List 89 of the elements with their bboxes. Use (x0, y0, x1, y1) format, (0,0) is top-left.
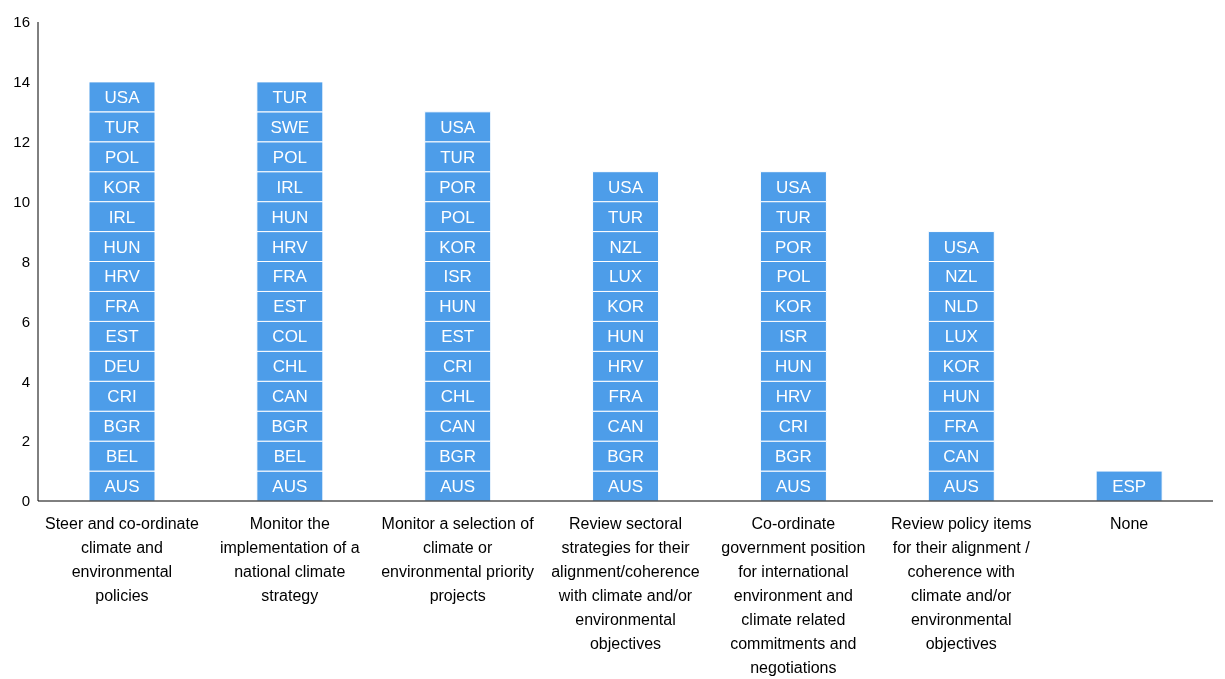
data-label: CRI (107, 387, 137, 407)
data-label: EST (273, 297, 307, 317)
y-tick-label: 4 (21, 372, 30, 390)
data-label: AUS (440, 477, 476, 497)
data-label: HRV (775, 387, 812, 407)
data-label: TUR (104, 117, 140, 137)
data-label: FRA (944, 417, 979, 437)
data-label: POL (272, 147, 307, 167)
data-label: EST (441, 327, 475, 347)
data-label: NZL (945, 267, 978, 287)
data-label: HRV (104, 267, 141, 287)
data-label: HUN (103, 237, 141, 257)
data-label: KOR (103, 177, 141, 197)
data-label: TUR (440, 147, 476, 167)
data-label: AUS (104, 477, 140, 497)
data-label: NZL (609, 237, 642, 257)
y-tick-label: 14 (13, 73, 30, 91)
data-label: KOR (439, 237, 477, 257)
data-label: SWE (270, 117, 310, 137)
data-label: BGR (607, 447, 644, 467)
data-label: KOR (607, 297, 644, 317)
data-label: BGR (775, 447, 812, 467)
y-tick-label: 2 (21, 432, 30, 450)
data-label: FRA (272, 267, 308, 287)
x-tick-label: Monitor a selection of climate or environmental priority projects (381, 515, 535, 604)
data-label: FRA (608, 387, 644, 407)
data-label: HUN (942, 387, 980, 407)
x-tick-label: Review sectoral strategies for their alignment/coherence with climate and/or environmental objectives (551, 515, 700, 652)
data-label: POL (440, 207, 475, 227)
data-label: CRI (778, 417, 809, 437)
data-label: ISR (779, 327, 808, 347)
data-label: FRA (105, 297, 140, 317)
data-label: CAN (439, 417, 476, 437)
data-label: TUR (775, 207, 811, 227)
data-label: AUS (775, 477, 811, 497)
data-label: USA (440, 117, 476, 137)
data-label: POR (775, 237, 812, 257)
data-label: TUR (608, 207, 644, 227)
data-label: POL (776, 267, 811, 287)
data-label: CHL (440, 387, 475, 407)
data-label: ISR (443, 267, 472, 287)
data-label: HRV (607, 357, 645, 377)
data-label: CAN (271, 387, 308, 407)
data-label: USA (608, 177, 644, 197)
y-tick-label: 16 (13, 13, 30, 31)
data-label: USA (943, 237, 980, 257)
x-tick-label: Steer and co-ordinate climate and environmental policies (44, 515, 199, 604)
data-label: NLD (944, 297, 979, 317)
x-tick-label: Monitor the implementation of a national climate strategy (219, 515, 360, 604)
data-label: HUN (271, 207, 309, 227)
data-label: HUN (607, 327, 644, 347)
data-label: AUS (608, 477, 644, 497)
data-label: CAN (943, 447, 980, 467)
data-label: CHL (272, 357, 307, 377)
data-label: HUN (439, 297, 477, 317)
data-label: BEL (273, 447, 306, 467)
y-tick-label: 6 (21, 312, 30, 330)
data-label: BGR (439, 447, 477, 467)
data-label: KOR (775, 297, 812, 317)
data-label: BGR (271, 417, 309, 437)
data-label: BEL (105, 447, 139, 467)
data-label: TUR (272, 87, 308, 107)
x-tick-label: None (1109, 515, 1149, 532)
data-label: CAN (607, 417, 644, 437)
data-label: AUS (272, 477, 308, 497)
data-label: LUX (944, 327, 978, 347)
x-tick-label: Co-ordinate government position for international environment and climate related commitments and negotiations (721, 515, 866, 676)
data-label: IRL (276, 177, 304, 197)
data-label: POR (439, 177, 477, 197)
data-label: EST (105, 327, 139, 347)
data-label: HUN (775, 357, 812, 377)
data-label: CRI (443, 357, 473, 377)
data-label: COL (272, 327, 308, 347)
y-tick-label: 0 (21, 492, 30, 510)
data-label: KOR (942, 357, 980, 377)
y-tick-label: 8 (21, 252, 30, 270)
data-label: POL (104, 147, 140, 167)
data-label: USA (775, 177, 812, 197)
data-label: IRL (108, 207, 136, 227)
data-label: ESP (1112, 477, 1147, 497)
data-label: BGR (103, 417, 141, 437)
y-tick-label: 10 (13, 192, 30, 210)
data-label: DEU (104, 357, 140, 377)
data-label: LUX (609, 267, 643, 287)
data-label: USA (104, 87, 141, 107)
data-label: AUS (943, 477, 979, 497)
y-tick-label: 12 (13, 133, 30, 151)
x-tick-label: Review policy items for their alignment / coherence with climate and/or environmental objectives (890, 515, 1032, 652)
data-label: HRV (272, 237, 309, 257)
